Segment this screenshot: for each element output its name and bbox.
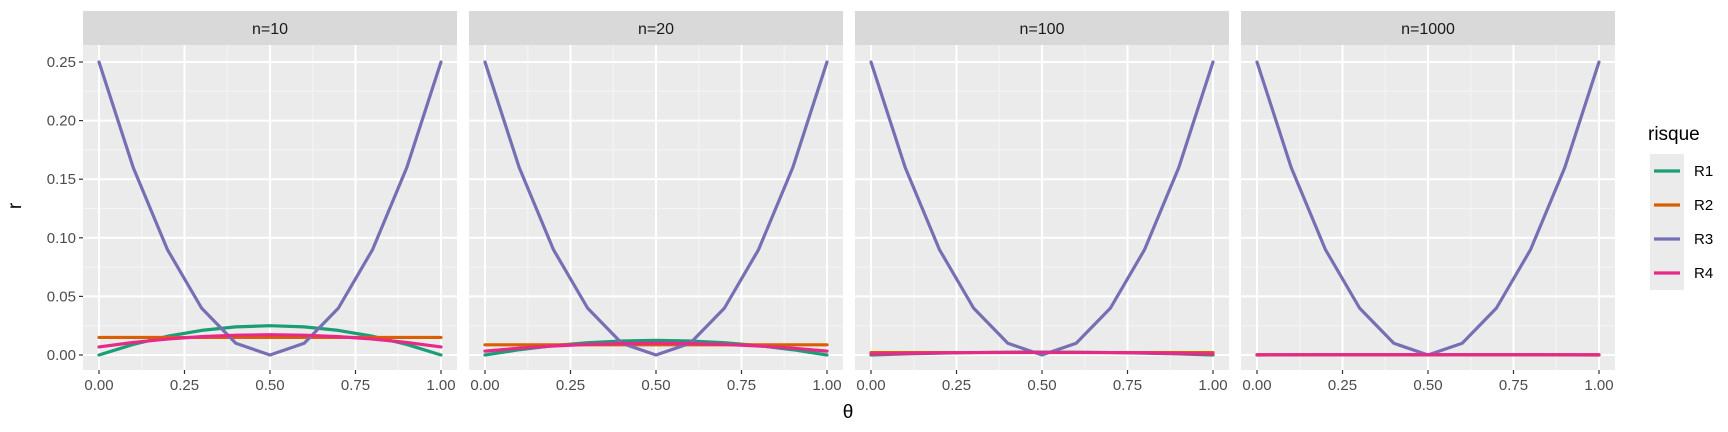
- panels-group: n=10 0.00 0.25 0.50 0.75 1.00 0.00 0.05 0.10 0.15…: [47, 11, 1615, 394]
- facet-label: n=10: [252, 21, 288, 38]
- panel-n=20: n=20 0.00 0.25 0.50 0.75 1.00: [469, 11, 843, 394]
- y-tick-label: 0.25: [47, 54, 76, 71]
- x-tick-label: 0.25: [942, 377, 971, 394]
- series-line-R4: [97, 333, 443, 349]
- series-line-R3: [97, 60, 443, 357]
- x-axis-title: θ: [843, 402, 854, 423]
- x-tick-label: 1.00: [812, 377, 841, 394]
- facet-label: n=100: [1020, 21, 1065, 38]
- series-line-R3: [869, 60, 1215, 357]
- x-tick-label: 0.50: [255, 377, 284, 394]
- y-axis-title: r: [5, 202, 26, 209]
- legend-items: R1 R2 R3 R4: [1650, 154, 1713, 290]
- x-tick-label: 0.00: [470, 377, 499, 394]
- y-tick-label: 0.05: [47, 288, 76, 305]
- y-tick-label: 0.10: [47, 230, 76, 247]
- x-tick-label: 1.00: [1198, 377, 1227, 394]
- x-tick-label: 1.00: [426, 377, 455, 394]
- legend-label-R4: R4: [1694, 265, 1713, 282]
- x-tick-label: 0.00: [1242, 377, 1271, 394]
- panel-n=100: n=100 0.00 0.25 0.50 0.75 1.00: [855, 11, 1229, 394]
- facet-strip: [469, 11, 843, 45]
- x-tick-label: 0.50: [1413, 377, 1442, 394]
- x-tick-label: 0.00: [856, 377, 885, 394]
- facet-label: n=1000: [1401, 21, 1455, 38]
- series-line-R4: [483, 341, 829, 353]
- x-tick-label: 0.50: [1027, 377, 1056, 394]
- y-tick-label: 0.20: [47, 113, 76, 130]
- facet-strip: [1241, 11, 1615, 45]
- legend-label-R2: R2: [1694, 197, 1713, 214]
- x-tick-label: 0.00: [84, 377, 113, 394]
- panel-n=1000: n=1000 0.00 0.25 0.50 0.75 1.00: [1241, 11, 1615, 394]
- x-tick-label: 0.75: [1499, 377, 1528, 394]
- legend-label-R1: R1: [1694, 163, 1713, 180]
- legend-title: risque: [1648, 124, 1700, 145]
- x-tick-label: 0.25: [556, 377, 585, 394]
- series-line-R4: [869, 350, 1215, 356]
- legend-label-R3: R3: [1694, 231, 1713, 248]
- x-tick-label: 0.25: [1328, 377, 1357, 394]
- facet-strip: [855, 11, 1229, 45]
- facet-strip: [83, 11, 457, 45]
- facet-label: n=20: [638, 21, 674, 38]
- x-tick-label: 0.75: [341, 377, 370, 394]
- x-tick-label: 0.50: [641, 377, 670, 394]
- x-tick-label: 0.75: [727, 377, 756, 394]
- x-tick-label: 0.75: [1113, 377, 1142, 394]
- y-tick-label: 0.15: [47, 171, 76, 188]
- legend: risque R1 R2 R3 R4: [1648, 124, 1713, 290]
- x-tick-label: 0.25: [170, 377, 199, 394]
- y-tick-label: 0.00: [47, 347, 76, 364]
- panel-n=10: n=10 0.00 0.25 0.50 0.75 1.00 0.00 0.05 0.10 0.15…: [47, 11, 457, 394]
- series-line-R3: [483, 60, 829, 357]
- x-tick-label: 1.00: [1584, 377, 1613, 394]
